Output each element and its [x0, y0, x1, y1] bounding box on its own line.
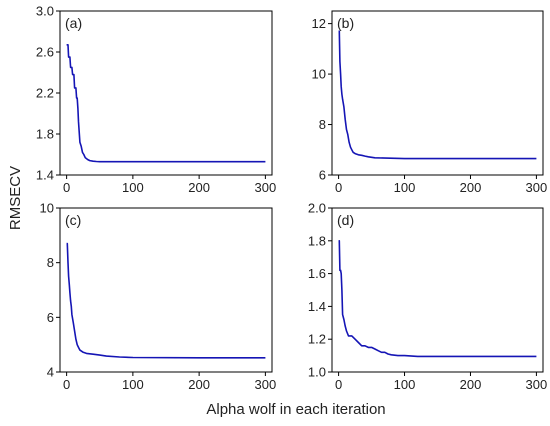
panel-c-y-tick-label: 8	[47, 255, 54, 270]
panel-a-x-tick-label: 300	[255, 180, 277, 195]
panel-c-x-tick-label: 300	[255, 377, 277, 392]
panel-c: 0 100 200 300 4 6 8 10 (c)	[40, 201, 277, 393]
panel-d-x-tick-label: 200	[460, 377, 482, 392]
panel-b-x-tick-label: 0	[335, 180, 342, 195]
panel-a-y-tick-label: 2.6	[36, 45, 54, 60]
panel-a-series-line	[66, 43, 266, 163]
panel-a-y-tick-label: 2.2	[36, 86, 54, 101]
panel-b-frame	[331, 10, 544, 176]
panel-c-label: (c)	[65, 212, 81, 228]
panel-a-y-tick-label: 1.4	[36, 168, 54, 183]
panel-c-x-tick-label: 200	[188, 377, 210, 392]
panel-a-y-tick-label: 3.0	[36, 4, 54, 19]
panel-d-y-tick-label: 1.8	[308, 233, 326, 248]
panel-b-y-tick-label: 12	[312, 16, 326, 31]
panel-c-x-tick-label: 0	[63, 377, 70, 392]
panel-c-series-line	[66, 242, 266, 359]
panel-b-x-tick-label: 300	[526, 180, 548, 195]
x-axis-title: Alpha wolf in each iteration	[206, 401, 385, 418]
y-axis-title: RMSECV	[7, 166, 24, 230]
panel-a-x-tick-label: 200	[188, 180, 210, 195]
panel-a-x-tick-label: 0	[63, 180, 70, 195]
panel-c-frame	[59, 207, 273, 373]
panel-c-y-tick-label: 4	[47, 365, 54, 380]
panel-d-frame	[331, 207, 544, 373]
panel-b-x-tick-label: 100	[394, 180, 416, 195]
panel-d-x-tick-label: 0	[335, 377, 342, 392]
panel-d-label: (d)	[337, 212, 354, 228]
panel-b-y-tick-label: 6	[319, 168, 326, 183]
panel-b-label: (b)	[337, 15, 354, 31]
panel-d-y-tick-label: 1.4	[308, 299, 326, 314]
panel-a-x-tick-label: 100	[122, 180, 144, 195]
panel-a: 0 100 200 300 1.4 1.8 2.2 2.6 3.0 (a)	[36, 4, 276, 196]
panel-b-y-tick-label: 8	[319, 117, 326, 132]
panel-a-y-tick-label: 1.8	[36, 127, 54, 142]
panel-d-y-tick-label: 1.2	[308, 332, 326, 347]
panel-c-x-tick-label: 100	[122, 377, 144, 392]
panel-d-y-tick-label: 2.0	[308, 201, 326, 216]
panel-d: 0 100 200 300 1.0 1.2 1.4 1.6 1.8 2.0 (d)	[308, 201, 547, 393]
panel-d-x-tick-label: 300	[526, 377, 548, 392]
panel-c-y-tick-label: 6	[47, 310, 54, 325]
panel-d-y-tick-label: 1.6	[308, 266, 326, 281]
panel-b: 0 100 200 300 6 8 10 12 (b)	[312, 10, 548, 195]
panel-c-y-tick-label: 10	[40, 201, 54, 216]
panel-a-label: (a)	[65, 15, 82, 31]
panel-d-y-tick-label: 1.0	[308, 365, 326, 380]
panel-a-frame	[59, 10, 273, 176]
panel-b-x-tick-label: 200	[460, 180, 482, 195]
panel-d-series-line	[338, 240, 537, 358]
panel-b-series-line	[338, 30, 537, 160]
panel-d-x-tick-label: 100	[394, 377, 416, 392]
panel-b-y-tick-label: 10	[312, 67, 326, 82]
